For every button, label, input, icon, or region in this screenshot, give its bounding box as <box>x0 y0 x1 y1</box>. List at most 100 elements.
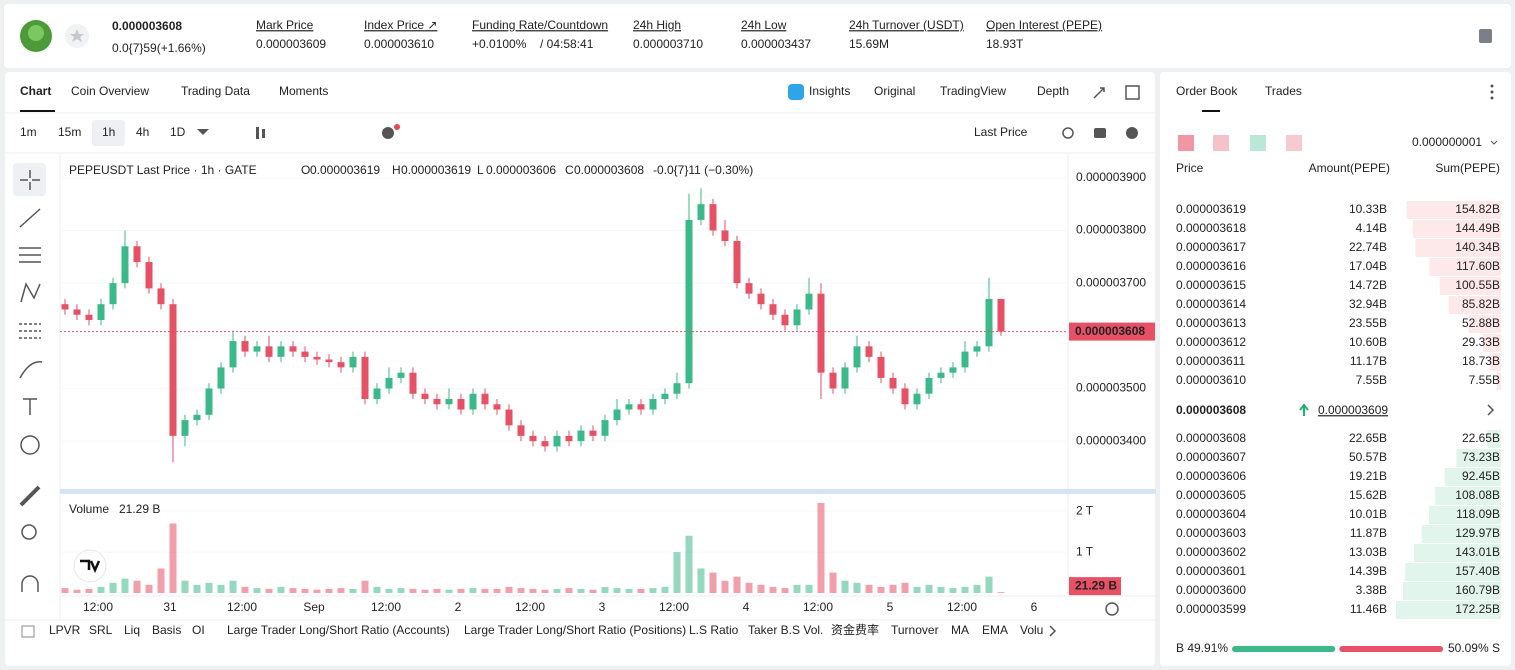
indicator[interactable]: L.S Ratio <box>689 623 739 637</box>
indicator[interactable]: SRL <box>89 623 113 637</box>
window-icon[interactable] <box>1125 85 1140 100</box>
indicator-menu-icon[interactable] <box>21 625 35 638</box>
ob-amount: 13.03B <box>1349 545 1387 559</box>
book-view-bids[interactable] <box>1250 135 1266 151</box>
search-icon[interactable] <box>1062 127 1074 139</box>
stat-extra: / 04:58:41 <box>540 37 594 51</box>
view-tab[interactable]: Insights <box>809 84 850 98</box>
volume-bar <box>589 589 597 593</box>
channel-tool[interactable] <box>19 247 41 263</box>
ob-precision[interactable]: 0.000000001 <box>1412 135 1482 149</box>
chart-tab[interactable]: Trading Data <box>181 84 250 98</box>
volume-bar <box>649 588 657 593</box>
text-tool[interactable] <box>23 398 37 415</box>
ob-tab[interactable]: Order Book <box>1176 84 1238 98</box>
zoom-tool[interactable] <box>21 524 37 540</box>
candle-body <box>217 367 225 389</box>
volume-bar <box>409 588 417 593</box>
chart-tab[interactable]: Moments <box>279 84 328 98</box>
ob-sum: 18.73B <box>1462 354 1500 368</box>
price-type[interactable]: Last Price <box>974 125 1028 139</box>
axis-settings-icon[interactable] <box>1105 602 1119 616</box>
ob-amount: 32.94B <box>1349 297 1387 311</box>
chart-tab[interactable]: Chart <box>20 84 51 98</box>
fib-tool[interactable] <box>19 323 41 339</box>
candle-body <box>697 204 705 220</box>
x-tick-label: 12:00 <box>515 600 545 614</box>
indicator[interactable]: OI <box>192 623 205 637</box>
candle-body <box>61 304 69 310</box>
scroll-right[interactable] <box>1049 625 1057 637</box>
interval[interactable]: 1m <box>20 125 37 139</box>
book-view-large[interactable] <box>1286 135 1302 151</box>
ob-mid-price: 0.000003608 <box>1176 403 1246 417</box>
candle-body <box>901 388 909 405</box>
indicator[interactable]: 资金费率 <box>831 622 879 637</box>
indicator[interactable]: Turnover <box>891 623 939 637</box>
indicator[interactable]: MA <box>951 623 969 637</box>
indicator[interactable]: Large Trader Long/Short Ratio (Accounts) <box>227 623 450 637</box>
ob-price: 0.000003605 <box>1176 488 1246 502</box>
chart-tab[interactable]: Coin Overview <box>71 84 149 98</box>
candle-body <box>313 356 321 360</box>
depth-bar <box>1413 544 1501 562</box>
indicator[interactable]: Taker B.S Vol. <box>748 623 823 637</box>
depth-bar <box>1435 487 1501 505</box>
candle-type-icon-b[interactable] <box>262 129 265 138</box>
depth-bar <box>1468 315 1501 333</box>
interval[interactable]: 4h <box>136 125 149 139</box>
interval[interactable]: 1h <box>102 125 115 139</box>
precision-caret <box>1490 140 1498 145</box>
tool-selected[interactable] <box>13 163 46 196</box>
pattern-tool[interactable] <box>20 282 41 303</box>
menu-dot[interactable] <box>1490 84 1494 88</box>
indicator[interactable]: Basis <box>152 623 181 637</box>
depth-bar <box>1406 201 1501 219</box>
ob-amount: 17.04B <box>1349 259 1387 273</box>
interval[interactable]: 15m <box>58 125 81 139</box>
x-tick-label: 31 <box>163 600 177 614</box>
candle-type-icon[interactable] <box>256 127 259 139</box>
depth-bar <box>1415 239 1501 257</box>
ob-sum: 143.01B <box>1455 545 1500 559</box>
interval[interactable]: 1D <box>170 125 186 139</box>
emoji-tool[interactable] <box>20 435 40 455</box>
camera-icon[interactable] <box>1094 128 1106 138</box>
ruler-tool[interactable] <box>19 485 41 507</box>
book-view-asks[interactable] <box>1213 135 1229 151</box>
volume-bar <box>241 586 249 593</box>
ob-col: Price <box>1176 161 1204 175</box>
mid-chevron[interactable] <box>1487 404 1495 416</box>
indicator[interactable]: LPVR <box>49 623 81 637</box>
settings-icon[interactable] <box>1126 127 1138 139</box>
volume-bar <box>613 588 621 593</box>
ob-col: Sum(PEPE) <box>1435 161 1500 175</box>
ob-tab[interactable]: Trades <box>1265 84 1302 98</box>
magnet-tool[interactable] <box>21 575 39 592</box>
volume-bar <box>553 588 561 593</box>
volume-bar <box>901 582 909 593</box>
interval-dropdown[interactable] <box>197 129 209 135</box>
expand-icon[interactable] <box>1093 87 1105 99</box>
book-view-both[interactable] <box>1178 135 1194 151</box>
line-tool[interactable] <box>19 208 41 228</box>
candle-body <box>481 393 489 405</box>
brush-tool[interactable] <box>19 361 43 379</box>
ob-tab-underline <box>1202 110 1220 112</box>
crosshair-tool[interactable] <box>20 170 40 190</box>
volume-bar <box>637 588 645 593</box>
view-tab[interactable]: TradingView <box>940 84 1006 98</box>
add-indicator-icon[interactable] <box>382 127 394 139</box>
x-tick-label: 3 <box>599 600 606 614</box>
indicator[interactable]: Volu <box>1020 623 1043 637</box>
ai-icon[interactable] <box>788 84 804 100</box>
indicator[interactable]: Large Trader Long/Short Ratio (Positions… <box>464 623 686 637</box>
notes-icon[interactable] <box>1479 29 1492 43</box>
indicator[interactable]: Liq <box>124 623 140 637</box>
view-tab[interactable]: Original <box>874 84 915 98</box>
ob-sum: 140.34B <box>1455 240 1500 254</box>
view-tab[interactable]: Depth <box>1037 84 1069 98</box>
ob-price: 0.000003600 <box>1176 583 1246 597</box>
candle-body <box>193 414 201 421</box>
indicator[interactable]: EMA <box>982 623 1008 637</box>
